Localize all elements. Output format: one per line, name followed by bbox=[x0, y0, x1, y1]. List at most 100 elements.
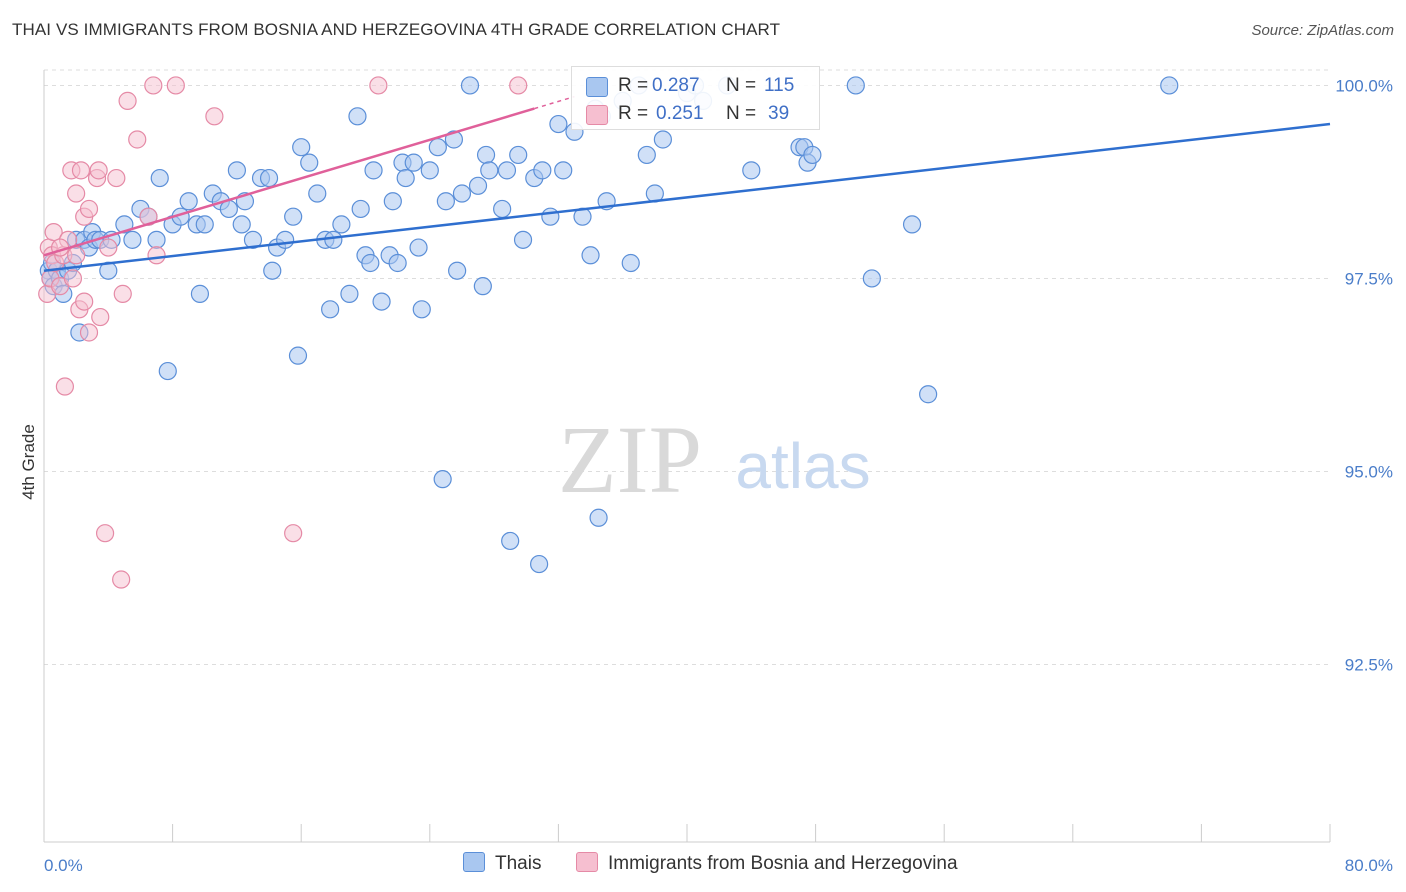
tick-labels: 92.5% 95.0% 97.5% 100.0% 0.0% 80.0% bbox=[44, 76, 1393, 875]
legend-r-value: 0.251 bbox=[656, 103, 704, 124]
x-tick-label: 80.0% bbox=[1345, 856, 1393, 875]
source-credit: Source: ZipAtlas.com bbox=[1251, 22, 1394, 39]
axes bbox=[43, 70, 1331, 843]
series-legend: Thais Immigrants from Bosnia and Herzego… bbox=[0, 852, 1406, 878]
thais-point bbox=[396, 168, 415, 188]
thais-point bbox=[501, 531, 520, 551]
thais-point bbox=[292, 138, 311, 157]
legend-item-bosnia[interactable]: Immigrants from Bosnia and Herzegovina bbox=[576, 852, 958, 875]
thais-point bbox=[541, 207, 560, 226]
thais-point bbox=[150, 168, 169, 188]
thais-point bbox=[549, 114, 568, 134]
legend-r-label: R = bbox=[618, 75, 649, 96]
thais-point bbox=[448, 261, 467, 280]
bosnia-trend-extension bbox=[534, 95, 575, 110]
legend-n-value: 39 bbox=[768, 103, 790, 124]
thais-point bbox=[412, 300, 431, 319]
thais-point bbox=[460, 76, 480, 95]
thais-point bbox=[444, 130, 464, 149]
thais-point bbox=[321, 300, 340, 319]
legend-swatch-bosnia bbox=[586, 105, 608, 125]
bosnia-point bbox=[107, 168, 126, 188]
bosnia-point bbox=[118, 91, 137, 110]
bosnia-point bbox=[205, 107, 224, 126]
thais-point bbox=[452, 184, 472, 203]
thais-point bbox=[530, 554, 549, 574]
thais-point bbox=[232, 215, 251, 234]
legend-r-label: R = bbox=[618, 103, 649, 124]
thais-point bbox=[147, 230, 166, 249]
bosnia-point bbox=[79, 323, 99, 342]
bosnia-point bbox=[67, 246, 86, 265]
bosnia-point bbox=[166, 76, 185, 95]
legend-row-bosnia: R = 0.251 N = 39 bbox=[572, 99, 819, 129]
thais-point bbox=[653, 130, 672, 149]
thais-point bbox=[123, 230, 142, 249]
thais-point bbox=[179, 192, 198, 211]
bosnia-point bbox=[75, 292, 94, 311]
grid-lines bbox=[44, 69, 1330, 665]
thais-point bbox=[115, 215, 134, 234]
thais-point bbox=[332, 215, 351, 234]
bosnia-point bbox=[55, 377, 74, 396]
thais-point bbox=[497, 161, 517, 180]
bosnia-point bbox=[112, 570, 131, 589]
bosnia-point bbox=[63, 269, 83, 288]
chart-title: THAI VS IMMIGRANTS FROM BOSNIA AND HERZE… bbox=[12, 20, 781, 39]
legend-swatch-thais bbox=[586, 77, 608, 97]
thais-point bbox=[361, 253, 380, 273]
thais-point bbox=[468, 176, 488, 195]
bosnia-point bbox=[79, 199, 99, 219]
bosnia-point bbox=[144, 76, 163, 95]
bosnia-point bbox=[284, 524, 303, 543]
legend-label-bosnia: Immigrants from Bosnia and Herzegovina bbox=[608, 853, 958, 874]
thais-point bbox=[428, 138, 447, 157]
bosnia-point bbox=[67, 184, 86, 203]
thais-point bbox=[348, 107, 367, 126]
thais-point bbox=[300, 153, 319, 172]
thais-point bbox=[340, 284, 359, 303]
thais-point bbox=[433, 470, 452, 489]
thais-point bbox=[473, 277, 492, 296]
thais-point bbox=[621, 253, 640, 273]
thais-point bbox=[158, 361, 177, 381]
thais-point bbox=[902, 215, 922, 234]
y-tick-label: 92.5% bbox=[1345, 655, 1393, 674]
y-tick-label: 100.0% bbox=[1335, 76, 1393, 95]
legend-n-value: 115 bbox=[764, 75, 795, 96]
thais-point bbox=[513, 230, 533, 249]
thais-point bbox=[259, 168, 279, 188]
thais-point bbox=[372, 292, 391, 311]
stats-legend: R = 0.287 N = 115 R = 0.251 N = 39 bbox=[571, 66, 820, 130]
legend-label-thais: Thais bbox=[495, 853, 542, 874]
thais-point bbox=[1160, 76, 1179, 95]
thais-point bbox=[803, 145, 822, 165]
thais-points bbox=[39, 76, 1179, 574]
thais-point bbox=[324, 230, 343, 249]
bosnia-point bbox=[128, 130, 147, 149]
thais-point bbox=[383, 192, 402, 211]
y-tick-label: 97.5% bbox=[1345, 269, 1393, 288]
thais-point bbox=[554, 161, 573, 180]
thais-point bbox=[637, 145, 656, 165]
legend-item-thais[interactable]: Thais bbox=[463, 852, 541, 875]
legend-n-label: N = bbox=[726, 103, 757, 124]
thais-point bbox=[420, 161, 439, 180]
bosnia-point bbox=[71, 161, 91, 180]
thais-point bbox=[480, 161, 499, 180]
thais-point bbox=[288, 346, 308, 365]
legend-swatch-thais bbox=[463, 852, 485, 872]
x-tick-label: 0.0% bbox=[44, 856, 83, 875]
bosnia-point bbox=[44, 223, 63, 242]
thais-point bbox=[284, 207, 303, 226]
thais-point bbox=[243, 230, 263, 249]
thais-point bbox=[351, 199, 370, 219]
watermark-atlas: atlas bbox=[735, 430, 870, 502]
bosnia-point bbox=[509, 76, 528, 95]
thais-point bbox=[404, 153, 423, 172]
legend-r-value: 0.287 bbox=[652, 75, 700, 96]
thais-point bbox=[589, 508, 608, 527]
thais-point bbox=[509, 145, 528, 165]
thais-point bbox=[742, 161, 761, 180]
